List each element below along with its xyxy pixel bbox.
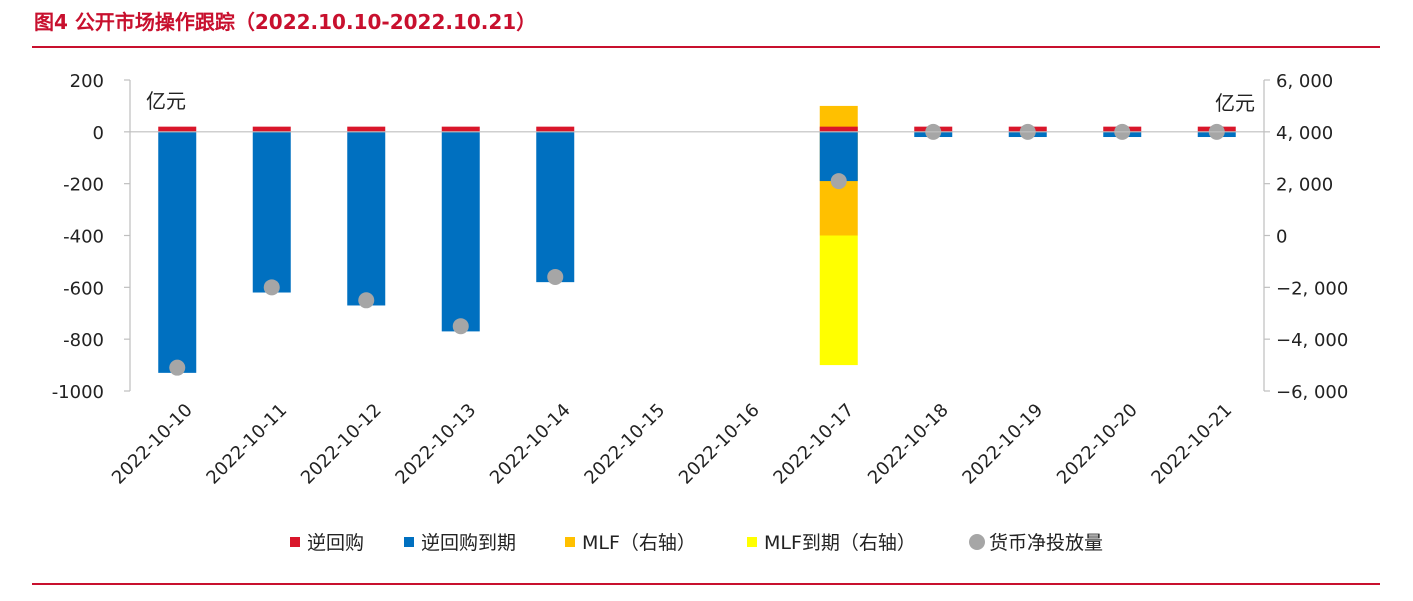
legend-label: 逆回购 bbox=[307, 532, 364, 554]
left-axis-tick-label: -200 bbox=[63, 175, 104, 196]
x-axis-category-label: 2022-10-18 bbox=[864, 400, 953, 489]
x-axis-category-label: 2022-10-15 bbox=[580, 400, 669, 489]
reverse-repo-bar-cat-2 bbox=[347, 126, 386, 132]
net-injection-point-cat-4 bbox=[547, 268, 564, 285]
right-axis-unit: 亿元 bbox=[1215, 91, 1255, 115]
legend: 逆回购 逆回购到期 MLF（右轴） MLF到期（右轴） 货币净投放量 bbox=[290, 532, 1103, 554]
bottom-rule bbox=[32, 583, 1380, 585]
legend-label: MLF到期（右轴） bbox=[764, 532, 916, 554]
x-axis-category-label: 2022-10-21 bbox=[1147, 400, 1236, 489]
x-axis-category-label: 2022-10-20 bbox=[1053, 400, 1142, 489]
net-injection-point-cat-2 bbox=[358, 292, 375, 309]
right-axis-tick-label: 0 bbox=[1276, 227, 1287, 248]
x-axis-category-label: 2022-10-10 bbox=[108, 400, 197, 489]
reverse-repo-bar-cat-7 bbox=[819, 126, 858, 132]
legend-swatch bbox=[565, 537, 575, 547]
reverse-repo-maturity-bar-cat-3 bbox=[441, 131, 480, 332]
net-injection-point-cat-0 bbox=[169, 359, 186, 376]
x-axis-category-label: 2022-10-19 bbox=[958, 400, 1047, 489]
right-axis-tick-label: −6, 000 bbox=[1276, 382, 1348, 403]
left-axis-tick-label: -600 bbox=[63, 278, 104, 299]
legend-swatch bbox=[969, 534, 985, 550]
legend-label: 逆回购到期 bbox=[421, 532, 516, 554]
reverse-repo-maturity-bar-cat-7 bbox=[819, 131, 858, 182]
legend-swatch bbox=[290, 537, 300, 547]
mlf-maturity-bar-cat-7 bbox=[819, 235, 858, 366]
right-axis-tick-label: −4, 000 bbox=[1276, 330, 1348, 351]
net-injection-point-cat-3 bbox=[452, 318, 469, 335]
net-injection-point-cat-7 bbox=[830, 173, 847, 190]
axes: 200 0 -200 -400 -600 -800 -1000 亿元 6, 000 4, 000 2… bbox=[52, 71, 1349, 489]
legend-swatch bbox=[404, 537, 414, 547]
x-axis-category-label: 2022-10-12 bbox=[297, 400, 386, 489]
right-axis-tick-label: 2, 000 bbox=[1276, 175, 1333, 196]
left-axis-tick-label: 200 bbox=[70, 71, 104, 92]
left-axis-unit: 亿元 bbox=[146, 89, 186, 113]
x-axis-category-label: 2022-10-14 bbox=[486, 400, 575, 489]
figure-title: 图4 公开市场操作跟踪（2022.10.10-2022.10.21） bbox=[34, 10, 537, 34]
right-axis-tick-label: −2, 000 bbox=[1276, 278, 1348, 299]
x-axis-category-label: 2022-10-16 bbox=[675, 400, 764, 489]
reverse-repo-bar-cat-3 bbox=[441, 126, 480, 132]
left-axis-tick-label: -1000 bbox=[52, 382, 104, 403]
reverse-repo-maturity-bar-cat-2 bbox=[347, 131, 386, 306]
legend-swatch bbox=[747, 537, 757, 547]
net-injection-point-cat-1 bbox=[263, 279, 280, 296]
reverse-repo-bar-cat-1 bbox=[252, 126, 291, 132]
x-axis-category-label: 2022-10-13 bbox=[391, 400, 480, 489]
left-axis-tick-label: -800 bbox=[63, 330, 104, 351]
right-axis-tick-label: 4, 000 bbox=[1276, 123, 1333, 144]
plot-area bbox=[158, 105, 1236, 376]
reverse-repo-bar-cat-0 bbox=[158, 126, 197, 132]
right-axis-tick-label: 6, 000 bbox=[1276, 71, 1333, 92]
left-axis-tick-label: 0 bbox=[93, 123, 104, 144]
legend-label: 货币净投放量 bbox=[989, 532, 1103, 554]
legend-label: MLF（右轴） bbox=[582, 532, 696, 554]
x-axis-category-label: 2022-10-17 bbox=[769, 400, 858, 489]
reverse-repo-maturity-bar-cat-0 bbox=[158, 131, 197, 373]
x-axis-category-label: 2022-10-11 bbox=[202, 400, 291, 489]
left-axis-tick-label: -400 bbox=[63, 227, 104, 248]
reverse-repo-maturity-bar-cat-1 bbox=[252, 131, 291, 293]
reverse-repo-bar-cat-4 bbox=[536, 126, 575, 132]
top-rule bbox=[32, 46, 1380, 48]
reverse-repo-maturity-bar-cat-4 bbox=[536, 131, 575, 283]
